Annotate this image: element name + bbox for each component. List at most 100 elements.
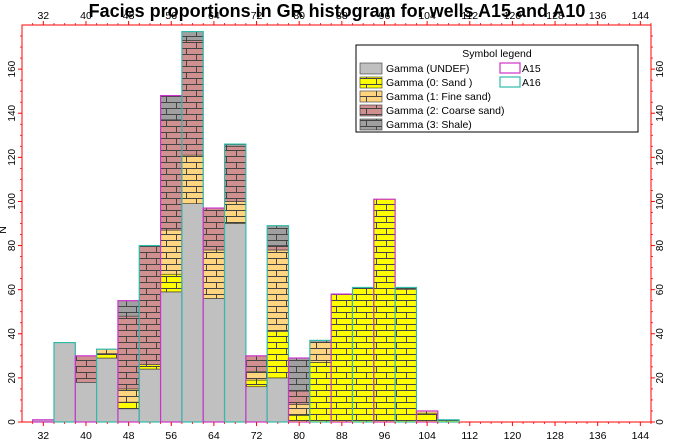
bar-pattern-shale bbox=[224, 144, 246, 147]
bar-pattern-sand bbox=[160, 274, 182, 292]
y-tick-label-right: 60 bbox=[655, 284, 666, 296]
y-tick-label-right: 140 bbox=[655, 104, 666, 121]
legend-label-fine: Gamma (1: Fine sand) bbox=[386, 91, 491, 103]
x-tick-label-bottom: 72 bbox=[251, 430, 263, 442]
legend: Symbol legend Gamma (UNDEF) Gamma (0: San… bbox=[355, 44, 639, 133]
legend-swatch-well-A15 bbox=[499, 62, 521, 74]
bar-pattern-fine bbox=[416, 410, 438, 414]
legend-title: Symbol legend bbox=[462, 48, 532, 60]
bar-pattern-fine bbox=[96, 349, 118, 354]
x-tick-label-bottom: 80 bbox=[293, 430, 305, 442]
legend-label-shale: Gamma (3: Shale) bbox=[386, 119, 472, 131]
x-tick-label-bottom: 144 bbox=[632, 430, 650, 442]
y-tick-label-left: 80 bbox=[7, 240, 18, 252]
bar-segment-undef bbox=[75, 381, 97, 423]
bar-pattern-shale bbox=[181, 31, 204, 41]
y-tick-label-right: 100 bbox=[655, 193, 666, 210]
bar-pattern-fine bbox=[245, 371, 268, 381]
legend-label-well-A15: A15 bbox=[522, 63, 541, 75]
x-tick-label-top: 120 bbox=[504, 10, 522, 22]
bar-pattern-sand bbox=[117, 402, 140, 409]
legend-box bbox=[355, 44, 639, 133]
y-tick-label-right: 80 bbox=[655, 240, 666, 252]
x-tick-label-bottom: 48 bbox=[123, 430, 135, 442]
bar-segment-undef bbox=[266, 377, 289, 423]
x-tick-label-bottom: 96 bbox=[379, 430, 391, 442]
x-tick-label-bottom: 40 bbox=[80, 430, 92, 442]
legend-swatch-well-A16 bbox=[499, 76, 521, 88]
bar-pattern-shale bbox=[288, 358, 310, 392]
x-tick-label-bottom: 56 bbox=[165, 430, 177, 442]
chart-title: Facies proportions in GR histogram for w… bbox=[88, 1, 586, 21]
x-tick-label-bottom: 32 bbox=[37, 430, 49, 442]
bar-pattern-fine bbox=[288, 404, 310, 416]
x-tick-label-top: 80 bbox=[293, 10, 305, 22]
bar-pattern-fine bbox=[203, 249, 225, 299]
y-tick-label-right: 0 bbox=[655, 419, 666, 425]
y-tick-label-right: 20 bbox=[655, 372, 666, 384]
bar-pattern-sand bbox=[437, 419, 460, 422]
legend-swatch-undef bbox=[359, 62, 383, 75]
bar-pattern-fine bbox=[181, 155, 204, 204]
bar-pattern-shale bbox=[160, 95, 182, 120]
axes-layer: 32 32 40 40 48 48 56 56 64 64 72 72 80 80 88 88 96 96 104 1… bbox=[7, 10, 666, 442]
x-tick-label-top: 128 bbox=[546, 10, 564, 22]
x-tick-label-bottom: 128 bbox=[546, 430, 564, 442]
bar-pattern-coarse bbox=[139, 245, 161, 365]
y-tick-label-right: 160 bbox=[655, 60, 666, 77]
y-tick-label-left: 120 bbox=[7, 149, 18, 166]
bar-pattern-fine bbox=[224, 201, 246, 224]
x-tick-label-top: 56 bbox=[165, 10, 177, 22]
bar-pattern-coarse bbox=[224, 146, 246, 202]
y-tick-label-left: 140 bbox=[7, 104, 18, 121]
x-tick-label-bottom: 88 bbox=[336, 430, 348, 442]
x-tick-label-top: 64 bbox=[208, 10, 220, 22]
bar-pattern-sand bbox=[267, 331, 289, 378]
x-tick-label-top: 32 bbox=[37, 10, 49, 22]
bar-segment-undef bbox=[117, 408, 140, 423]
bar-segment-undef bbox=[96, 357, 119, 423]
bars-layer bbox=[32, 31, 460, 423]
bar-pattern-coarse bbox=[181, 40, 204, 156]
x-tick-label-top: 88 bbox=[336, 10, 348, 22]
x-tick-label-bottom: 136 bbox=[589, 430, 607, 442]
y-tick-label-left: 100 bbox=[7, 193, 18, 210]
y-tick-label-left: 20 bbox=[7, 372, 18, 384]
y-tick-label-left: 60 bbox=[7, 284, 18, 296]
bar-pattern-sand bbox=[416, 413, 438, 422]
bar-segment-undef bbox=[224, 223, 247, 423]
bar-pattern-coarse bbox=[288, 391, 310, 405]
bar-pattern-sand bbox=[331, 294, 353, 422]
y-tick-label-left: 40 bbox=[7, 328, 18, 340]
bar-pattern-fine bbox=[309, 342, 332, 363]
bar-pattern-sand bbox=[309, 362, 332, 422]
x-tick-label-top: 112 bbox=[461, 10, 478, 22]
x-tick-label-top: 136 bbox=[589, 10, 607, 22]
bar-segment-undef bbox=[138, 368, 161, 423]
y-tick-label-right: 120 bbox=[655, 149, 666, 166]
legend-swatch-pattern-shale bbox=[360, 119, 382, 130]
x-tick-label-top: 144 bbox=[632, 10, 650, 22]
legend-swatch-pattern-fine bbox=[360, 91, 382, 102]
bar-segment-undef bbox=[53, 342, 76, 423]
bar-pattern-coarse bbox=[245, 355, 268, 372]
legend-label-undef: Gamma (UNDEF) bbox=[386, 63, 469, 75]
bar-segment-undef bbox=[245, 386, 268, 423]
bar-pattern-fine bbox=[395, 287, 417, 290]
bar-pattern-coarse bbox=[267, 245, 289, 250]
y-tick-label-right: 40 bbox=[655, 328, 666, 340]
bar-pattern-fine bbox=[117, 388, 140, 403]
bar-pattern-sand bbox=[96, 353, 118, 359]
bar-pattern-fine bbox=[160, 230, 182, 275]
bar-segment-undef bbox=[181, 203, 204, 423]
x-tick-label-top: 104 bbox=[418, 10, 436, 22]
x-tick-label-top: 40 bbox=[80, 10, 92, 22]
bar-pattern-sand bbox=[352, 287, 374, 422]
bar-pattern-coarse bbox=[75, 355, 97, 383]
bar-pattern-sand bbox=[373, 199, 396, 422]
x-tick-label-top: 96 bbox=[379, 10, 391, 22]
legend-swatch-pattern-coarse bbox=[360, 105, 382, 116]
x-tick-label-bottom: 64 bbox=[208, 430, 220, 442]
x-tick-label-top: 72 bbox=[251, 10, 263, 22]
